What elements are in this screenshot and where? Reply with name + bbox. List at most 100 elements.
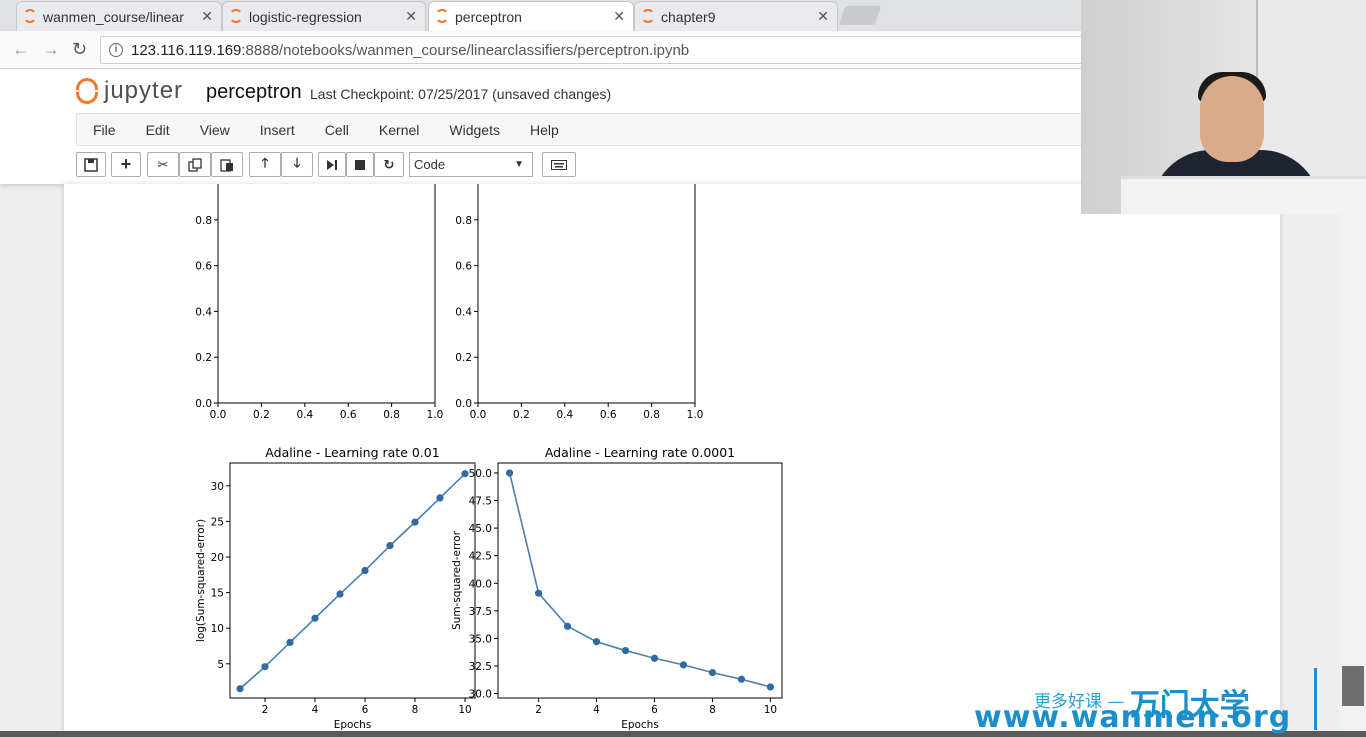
restart-button[interactable]: ↻ <box>374 152 404 177</box>
cut-button[interactable]: ✂ <box>147 152 179 177</box>
y-tick-label: 5 <box>217 659 224 671</box>
close-icon[interactable]: ✕ <box>405 8 417 24</box>
x-tick-label: 1.0 <box>687 409 704 421</box>
y-tick-label: 32.5 <box>469 661 492 673</box>
tab-chapter9[interactable]: chapter9 ✕ <box>634 1 838 31</box>
axes-frame <box>217 184 436 404</box>
menu-file[interactable]: File <box>93 121 116 138</box>
y-tick-label: 15 <box>211 588 224 600</box>
insert-cell-button[interactable]: + <box>111 152 141 177</box>
menu-insert[interactable]: Insert <box>259 121 295 138</box>
chart-1: 0.0 0.2 0.4 0.6 0.8 1.0 0.0 0.2 0.4 0.6 0.8 <box>195 184 443 421</box>
menu-cell[interactable]: Cell <box>324 121 349 138</box>
copy-icon <box>188 157 202 172</box>
command-palette-button[interactable] <box>542 152 576 177</box>
run-button[interactable] <box>318 152 346 177</box>
keyboard-icon <box>551 159 567 170</box>
close-icon[interactable]: ✕ <box>201 8 213 24</box>
x-axis-label: Epochs <box>621 719 659 731</box>
window-bottom-edge <box>0 731 1366 737</box>
y-axis-label: Sum-squared-error <box>451 530 463 630</box>
arrow-up-icon: 🡑 <box>261 154 269 170</box>
x-tick-label: 0.4 <box>556 409 573 421</box>
info-icon[interactable]: i <box>109 43 123 57</box>
scrollbar-thumb[interactable] <box>1342 666 1364 706</box>
y-tick-label: 37.5 <box>469 606 492 618</box>
data-point <box>534 589 543 597</box>
y-tick-label: 35.0 <box>469 633 492 645</box>
data-point <box>336 590 344 598</box>
watermark-line1: 更多好课 — 万门大学 <box>1034 680 1250 724</box>
y-tick-label: 42.5 <box>469 551 492 563</box>
chevron-down-icon: ▼ <box>514 159 524 170</box>
data-point <box>621 646 630 655</box>
y-tick-label: 0.2 <box>455 352 472 364</box>
jupyter-favicon-icon <box>641 9 655 23</box>
y-tick-label: 0.6 <box>195 261 212 273</box>
tab-label: wanmen_course/linear <box>43 8 184 25</box>
cell-type-select[interactable]: Code ▼ <box>409 152 533 177</box>
menu-kernel[interactable]: Kernel <box>378 121 420 138</box>
y-tick-label: 0.0 <box>455 398 472 410</box>
y-tick-label: 45.0 <box>469 523 492 535</box>
paste-icon <box>220 158 233 172</box>
tab-wanmen-course[interactable]: wanmen_course/linear ✕ <box>16 1 222 31</box>
notebook-title[interactable]: perceptron <box>206 81 302 103</box>
x-tick-label: 0.0 <box>470 409 487 421</box>
copy-button[interactable] <box>179 152 211 177</box>
stop-icon <box>355 159 365 170</box>
move-up-button[interactable]: 🡑 <box>249 152 281 177</box>
jupyter-logo-icon <box>76 78 98 104</box>
series-line <box>508 472 771 688</box>
y-tick-label: 0.8 <box>455 215 472 227</box>
data-point <box>361 566 369 575</box>
tab-label: chapter9 <box>661 8 716 25</box>
arrow-down-icon: 🡓 <box>293 154 301 170</box>
y-tick-label: 50.0 <box>469 468 492 480</box>
tab-perceptron[interactable]: perceptron ✕ <box>428 1 634 31</box>
data-point <box>411 518 419 526</box>
y-tick-label: 0.0 <box>195 398 212 410</box>
x-tick-label: 10 <box>764 704 777 716</box>
x-tick-label: 8 <box>412 704 419 716</box>
axes-frame <box>477 184 696 404</box>
series-line <box>239 473 466 690</box>
menu-widgets[interactable]: Widgets <box>449 121 500 138</box>
notebook-container[interactable]: 0.0 0.2 0.4 0.6 0.8 1.0 0.0 0.2 0.4 0.6 0.8 0.0 0.2 0… <box>64 184 1280 737</box>
menu-edit[interactable]: Edit <box>145 121 170 138</box>
close-icon[interactable]: ✕ <box>817 8 829 24</box>
reload-icon[interactable]: ↻ <box>72 39 88 59</box>
menu-view[interactable]: View <box>199 121 230 138</box>
back-icon[interactable]: ← <box>12 39 30 59</box>
data-point <box>708 669 717 677</box>
watermark-brand: 万门大学 <box>1129 688 1250 723</box>
y-axis-label: log(Sum-squared-error) <box>195 519 207 642</box>
move-down-button[interactable]: 🡓 <box>281 152 313 177</box>
close-icon[interactable]: ✕ <box>613 8 625 24</box>
data-point <box>461 470 469 478</box>
chart-2: 0.0 0.2 0.4 0.6 0.8 1.0 0.0 0.2 0.4 0.6 0.8 <box>455 184 703 421</box>
stop-button[interactable] <box>346 152 374 177</box>
jupyter-favicon-icon <box>435 9 449 23</box>
data-point <box>679 661 688 669</box>
x-tick-label: 0.4 <box>296 409 313 421</box>
data-point <box>286 638 294 647</box>
new-tab-button[interactable] <box>838 6 882 25</box>
chart-3: 2 4 6 8 10 5 10 15 20 25 30 Adaline - Learning rate… <box>195 445 476 731</box>
save-button[interactable] <box>76 152 106 177</box>
jupyter-logo[interactable]: jupyter <box>76 77 183 105</box>
forward-icon[interactable]: → <box>42 39 60 59</box>
menu-help[interactable]: Help <box>529 121 559 138</box>
data-point <box>592 638 601 646</box>
url-input[interactable]: i 123.116.119.169 :8888/notebooks/wanmen… <box>100 36 1100 64</box>
paste-button[interactable] <box>211 152 243 177</box>
tab-logistic-regression[interactable]: logistic-regression ✕ <box>222 1 426 31</box>
data-point <box>737 675 746 683</box>
x-tick-label: 0.6 <box>600 409 617 421</box>
logo-text: jupyter <box>104 77 184 104</box>
data-point <box>386 542 394 550</box>
chart-4: 2 4 6 8 10 30.0 32.5 35.0 37.5 40.0 42.5 45.0 47.5 50… <box>451 445 783 731</box>
checkpoint-status: Last Checkpoint: 07/25/2017 (unsaved cha… <box>310 86 612 102</box>
page-scrollbar[interactable] <box>1340 184 1366 737</box>
x-tick-label: 4 <box>312 704 319 716</box>
